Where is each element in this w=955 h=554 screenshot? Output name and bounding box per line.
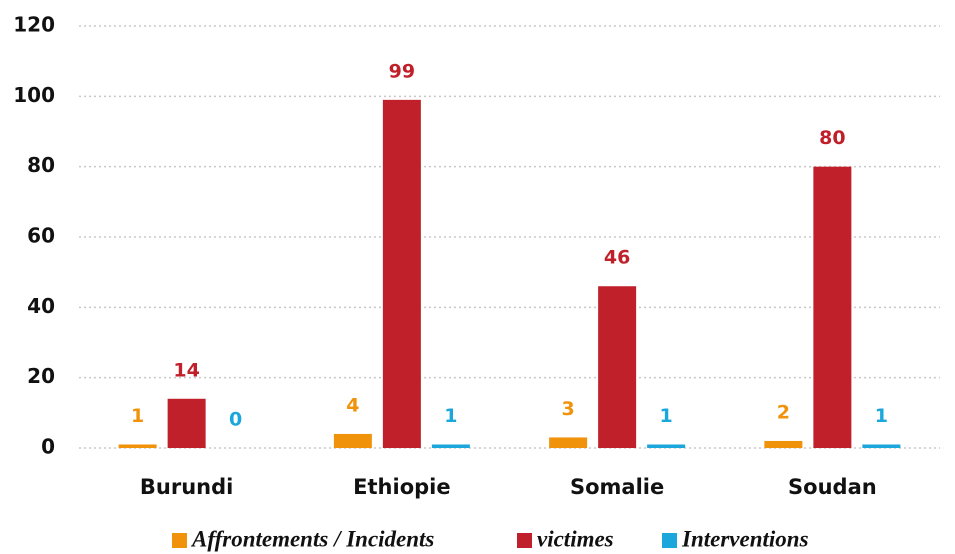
x-tick-label: Soudan (788, 475, 877, 499)
legend-label: Affrontements / Incidents (190, 526, 434, 551)
legend-swatch (172, 533, 187, 548)
y-tick-label: 40 (27, 294, 55, 318)
value-label: 0 (229, 409, 242, 431)
value-label: 46 (604, 247, 630, 269)
value-label: 99 (389, 60, 415, 82)
bar (862, 444, 901, 448)
legend-label: Interventions (681, 526, 809, 551)
bar (598, 286, 637, 448)
value-label: 3 (562, 398, 575, 420)
x-tick-label: Ethiopie (353, 475, 450, 499)
bar (118, 444, 157, 448)
bar (382, 99, 421, 448)
value-label: 14 (173, 359, 199, 381)
value-label: 1 (660, 405, 673, 427)
value-label: 1 (875, 405, 888, 427)
bar (813, 166, 852, 448)
legend-label: victimes (537, 526, 614, 551)
bar (167, 398, 206, 448)
value-label: 4 (346, 394, 359, 416)
value-label: 2 (777, 401, 790, 423)
value-label: 80 (819, 127, 845, 149)
y-tick-label: 100 (13, 83, 55, 107)
bar (764, 440, 803, 448)
bar (333, 433, 372, 448)
value-label: 1 (444, 405, 457, 427)
bar (431, 444, 470, 448)
legend-swatch (517, 533, 532, 548)
y-tick-label: 20 (27, 364, 55, 388)
y-tick-label: 0 (41, 435, 55, 459)
y-tick-label: 120 (13, 13, 55, 37)
value-label: 1 (131, 405, 144, 427)
legend-swatch (662, 533, 677, 548)
y-tick-label: 60 (27, 224, 55, 248)
x-tick-label: Somalie (570, 475, 664, 499)
bar (647, 444, 686, 448)
y-tick-label: 80 (27, 153, 55, 177)
bar (549, 437, 588, 448)
x-tick-label: Burundi (140, 475, 233, 499)
